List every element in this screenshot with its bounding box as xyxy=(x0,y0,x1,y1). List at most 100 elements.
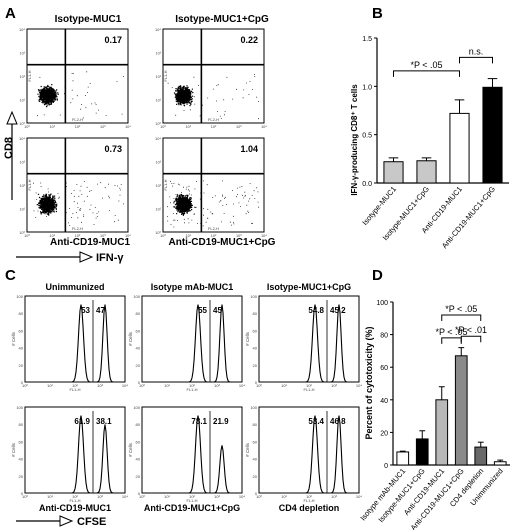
histogram-isotype-cpg: Isotype-MUC1+CpG 54.8 45.2 0 20 40 60 80 100 10⁰ 1… xyxy=(245,282,362,392)
gate-left-percentage: 61.9 xyxy=(74,417,90,426)
significance-label: n.s. xyxy=(469,46,484,56)
x-tick-label: 10⁴ xyxy=(356,383,362,388)
x-tick-label: 10⁴ xyxy=(261,125,267,129)
dot-plot-isotype: 0.17 10⁰ 10¹ 10² 10³ 10⁴ 10⁰ 10¹ 10² 10³ 10⁴ FL2-H F… xyxy=(19,28,131,129)
gate-right-percentage: 45.2 xyxy=(330,306,346,315)
small-axis-y-label: FL1-H xyxy=(163,179,168,190)
row-label-anti-cd19: Anti-CD19-MUC1 xyxy=(50,237,130,248)
gate-right-percentage: 47 xyxy=(96,306,105,315)
quadrant-percentage-label: 0.73 xyxy=(104,144,122,154)
significance-bracket xyxy=(459,56,493,64)
small-axis-x-label: FL1-H xyxy=(303,498,314,503)
x-tick-label: 10² xyxy=(306,494,312,499)
x-tick-label: 10⁰ xyxy=(139,494,145,499)
y-tick-label: 40 xyxy=(253,457,258,462)
histogram-anti-cd19: Anti-CD19-MUC1 61.9 38.1 0 20 40 60 80 100 10⁰ 10¹… xyxy=(11,405,128,513)
ifng-arrowhead xyxy=(79,251,94,263)
y-tick-label: 10² xyxy=(156,184,162,188)
x-tick-label: 10⁴ xyxy=(356,494,362,499)
dot-plot-events xyxy=(37,71,125,119)
category-label: Isotype-MUC1 xyxy=(360,185,398,228)
y-tick-label: 0 xyxy=(255,380,258,385)
small-axis-x-label: FL2-H xyxy=(208,117,219,122)
x-tick-label: 10³ xyxy=(214,494,220,499)
gate-left-percentage: 54.8 xyxy=(308,306,324,315)
panel-letter-d: D xyxy=(372,267,383,284)
x-tick-label: 10⁴ xyxy=(239,383,245,388)
dot-plot-frame xyxy=(162,28,265,124)
x-tick-label: 10⁰ xyxy=(139,383,145,388)
y-tick-label: 80 xyxy=(380,333,388,340)
bar xyxy=(415,438,429,466)
bar xyxy=(482,86,503,184)
x-tick-label: 10⁰ xyxy=(24,234,30,238)
x-tick-label: 10³ xyxy=(100,234,106,238)
histogram-frame xyxy=(258,406,360,494)
small-axis-y-label: # Cells xyxy=(245,331,250,346)
x-tick-label: 10² xyxy=(306,383,312,388)
histogram-curve xyxy=(25,415,125,494)
bar xyxy=(383,161,404,184)
x-tick-label: 10³ xyxy=(331,494,337,499)
panel-letter-c: C xyxy=(5,267,16,284)
histogram-frame xyxy=(24,295,126,383)
y-tick-label: 10³ xyxy=(156,52,162,56)
y-tick-label: 20 xyxy=(380,430,388,437)
y-tick-label: 10³ xyxy=(20,52,26,56)
y-tick-label: 10¹ xyxy=(20,208,26,212)
bar xyxy=(396,451,410,466)
x-tick-label: 10⁴ xyxy=(239,494,245,499)
histogram-curve xyxy=(142,304,242,383)
histogram-curve xyxy=(25,304,125,383)
dot-plot-events xyxy=(33,181,124,226)
x-tick-label: 10⁴ xyxy=(122,383,128,388)
y-tick-label: 10⁰ xyxy=(155,122,161,126)
significance-bracket xyxy=(441,314,482,322)
y-tick-label: 60 xyxy=(136,439,141,444)
bar xyxy=(493,461,507,466)
y-tick-label: 40 xyxy=(253,346,258,351)
y-tick-label: 60 xyxy=(19,439,24,444)
x-tick-label: 10² xyxy=(189,383,195,388)
x-tick-label: 10¹ xyxy=(186,234,192,238)
y-tick-label: 20 xyxy=(253,363,258,368)
y-tick-label: 40 xyxy=(136,346,141,351)
y-tick-label: 80 xyxy=(19,311,24,316)
y-tick-label: 100 xyxy=(376,300,388,307)
x-tick-label: 10² xyxy=(211,234,217,238)
small-axis-x-label: FL1-H xyxy=(69,498,80,503)
y-tick-label: 100 xyxy=(250,294,257,299)
gate-left-percentage: 78.1 xyxy=(191,417,207,426)
y-tick-label: 0 xyxy=(138,491,141,496)
histogram-isotype-mab: Isotype mAb-MUC1 55 45 0 20 40 60 80 100 10⁰ 10¹ 10… xyxy=(128,282,245,392)
y-tick-label: 20 xyxy=(19,363,24,368)
x-tick-label: 10¹ xyxy=(281,383,287,388)
x-tick-label: 10³ xyxy=(331,383,337,388)
histogram-title: Isotype mAb-MUC1 xyxy=(151,282,234,292)
cd8-arrowhead xyxy=(6,110,18,125)
significance-bracket xyxy=(460,335,482,343)
x-tick-label: 10² xyxy=(75,234,81,238)
y-tick-label: 10¹ xyxy=(156,208,162,212)
small-axis-x-label: FL2-H xyxy=(72,117,83,122)
panel-d-ylabel: Percent of cytotoxicity (%) xyxy=(364,326,374,439)
histogram-unimmunized: Unimmunized 53 47 0 20 40 60 80 100 10⁰ 10¹ 10² 10³ 1… xyxy=(11,282,128,392)
gate-left-percentage: 55 xyxy=(198,306,207,315)
dot-plot-isotype-cpg: 0.22 10⁰ 10¹ 10² 10³ 10⁴ 10⁰ 10¹ 10² 10³ 10⁴ FL2-H F… xyxy=(155,28,267,129)
bar xyxy=(416,160,437,184)
histogram-curve xyxy=(259,304,359,383)
significance-label: *P < .05 xyxy=(445,304,477,314)
small-axis-y-label: # Cells xyxy=(128,331,133,346)
panel-letter-a: A xyxy=(5,5,16,22)
y-tick-label: 40 xyxy=(19,457,24,462)
dot-plot-events xyxy=(167,74,259,120)
y-tick-label: 40 xyxy=(19,346,24,351)
histogram-cd4-depletion: CD4 depletion 53.4 46.8 0 20 40 60 80 100 10⁰ 10¹ 1… xyxy=(245,405,362,513)
x-tick-label: 10³ xyxy=(100,125,106,129)
y-tick-label: 60 xyxy=(136,328,141,333)
x-tick-label: 10⁴ xyxy=(125,125,131,129)
bar xyxy=(454,355,468,466)
x-tick-label: 10¹ xyxy=(281,494,287,499)
x-tick-label: 10¹ xyxy=(186,125,192,129)
x-tick-label: 10⁰ xyxy=(22,494,28,499)
